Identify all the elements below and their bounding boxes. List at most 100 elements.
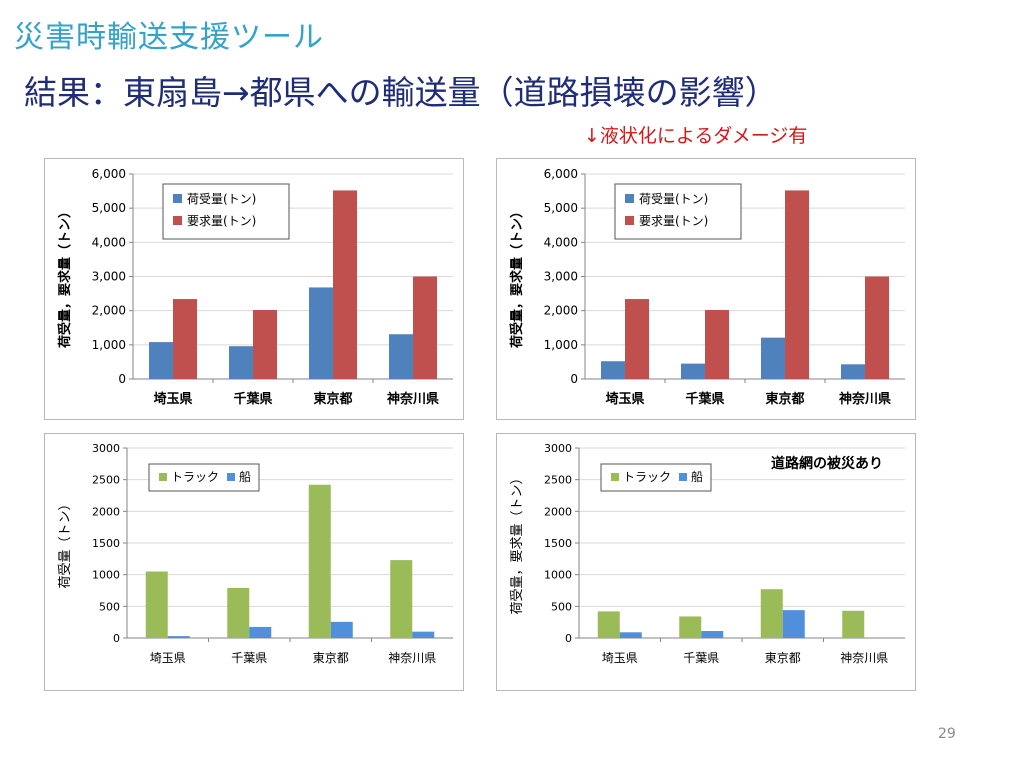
y-tick-label: 1500 (92, 537, 120, 550)
y-tick-label: 0 (118, 372, 126, 386)
legend-label: 要求量(トン) (187, 214, 256, 228)
chart-bottom-left: 0 500 1000 1500 2000 2500 3000 埼玉県 千葉県 東京都 神奈川県 荷受量… (44, 433, 464, 691)
bar-series2 (253, 309, 277, 379)
y-tick-label: 2,000 (544, 304, 578, 318)
bar-series2 (167, 636, 190, 638)
y-tick-label: 2000 (544, 505, 572, 518)
bar-series1 (841, 364, 865, 379)
legend: トラック 船 (148, 463, 260, 492)
bar-series2 (625, 299, 649, 379)
y-axis-title: 荷受量，要求量（トン） (510, 471, 525, 614)
legend-box (614, 183, 742, 240)
y-tick-label: 4,000 (544, 235, 578, 249)
y-axis-title: 荷受量，要求量（トン） (57, 205, 73, 349)
bar-series2 (333, 190, 357, 379)
bar-series1 (309, 287, 333, 379)
x-category-label: 埼玉県 (150, 651, 186, 665)
chart-top-left: 0 1,000 2,000 3,000 4,000 5,000 6,000 埼玉県 千葉県 東京都… (44, 158, 464, 420)
y-tick-label: 5,000 (92, 201, 126, 215)
legend-label: 船 (691, 470, 703, 484)
bar-series1 (389, 334, 413, 379)
chart-bottom-right: 0 500 1000 1500 2000 2500 3000 埼玉県 千葉県 東京都 神奈川県 荷受量… (496, 433, 916, 691)
y-axis-title: 荷受量（トン） (58, 497, 73, 588)
y-tick-label: 500 (551, 600, 572, 613)
bar-series2 (705, 309, 729, 379)
legend-swatch (625, 194, 634, 203)
bar-series1 (390, 560, 413, 638)
y-axis-title: 荷受量，要求量（トン） (509, 205, 525, 349)
legend: 荷受量(トン) 要求量(トン) (162, 183, 290, 240)
bar-series2 (330, 621, 353, 638)
y-tick-label: 1000 (92, 569, 120, 582)
bar-series2 (785, 190, 809, 379)
bar-series1 (601, 361, 625, 379)
y-tick-label: 1,000 (92, 338, 126, 352)
bar-series2 (619, 632, 642, 638)
legend-swatch (173, 194, 182, 203)
legend-box (600, 463, 712, 492)
legend-box (148, 463, 260, 492)
y-tick-label: 6,000 (544, 167, 578, 181)
x-category-label: 千葉県 (685, 391, 724, 407)
x-category-label: 千葉県 (683, 651, 719, 665)
legend-label: 荷受量(トン) (639, 192, 708, 206)
y-tick-label: 1,000 (544, 338, 578, 352)
x-category-label: 千葉県 (231, 651, 267, 665)
app-title: 災害時輸送支援ツール (14, 20, 324, 55)
bar-series2 (412, 631, 435, 638)
y-tick-label: 2,000 (92, 304, 126, 318)
page-number: 29 (938, 726, 956, 742)
liquefaction-note: ↓液状化によるダメージ有 (584, 125, 808, 147)
x-category-label: 埼玉県 (605, 391, 644, 407)
bar-series1 (597, 611, 620, 638)
chart-bottom-left-svg: 0 500 1000 1500 2000 2500 3000 埼玉県 千葉県 東京都 神奈川県 荷受量… (58, 442, 453, 665)
bar-series1 (149, 342, 173, 379)
y-tick-label: 3,000 (544, 270, 578, 284)
chart-annotation: 道路網の被災あり (771, 455, 883, 472)
chart-top-right: 0 1,000 2,000 3,000 4,000 5,000 6,000 埼玉県 千葉県 東京都… (496, 158, 916, 420)
legend-box (162, 183, 290, 240)
y-tick-label: 2500 (92, 474, 120, 487)
legend-label: 船 (239, 470, 251, 484)
bar-series1 (760, 589, 783, 638)
legend-swatch (159, 473, 167, 481)
y-tick-label: 1500 (544, 537, 572, 550)
y-tick-label: 0 (113, 632, 120, 645)
legend-swatch (679, 473, 687, 481)
bar-series1 (308, 484, 331, 638)
bar-series2 (413, 276, 437, 379)
x-category-label: 東京都 (313, 391, 352, 407)
x-category-label: 神奈川県 (388, 651, 436, 665)
y-tick-label: 3,000 (92, 270, 126, 284)
bar-series2 (865, 276, 889, 379)
x-category-label: 千葉県 (233, 391, 272, 407)
bar-series1 (679, 616, 702, 638)
y-tick-label: 4,000 (92, 235, 126, 249)
bar-series1 (227, 587, 250, 638)
x-category-label: 埼玉県 (153, 391, 192, 407)
bar-series1 (681, 363, 705, 379)
legend: 荷受量(トン) 要求量(トン) (614, 183, 742, 240)
y-tick-label: 3000 (92, 442, 120, 455)
legend-swatch (625, 216, 634, 225)
x-category-label: 東京都 (313, 651, 349, 665)
bar-series1 (842, 610, 865, 638)
x-category-label: 東京都 (765, 651, 801, 665)
chart-top-right-svg: 0 1,000 2,000 3,000 4,000 5,000 6,000 埼玉県 千葉県 東京都… (509, 167, 905, 407)
y-tick-label: 2500 (544, 474, 572, 487)
legend-swatch (227, 473, 235, 481)
legend-label: トラック (623, 470, 671, 484)
bar-series2 (249, 626, 272, 638)
x-category-label: 神奈川県 (387, 391, 439, 407)
y-tick-label: 500 (99, 600, 120, 613)
y-tick-label: 5,000 (544, 201, 578, 215)
legend-label: トラック (171, 470, 219, 484)
chart-top-left-svg: 0 1,000 2,000 3,000 4,000 5,000 6,000 埼玉県 千葉県 東京都… (57, 167, 453, 407)
bar-series1 (229, 346, 253, 379)
legend-label: 要求量(トン) (639, 214, 708, 228)
x-category-label: 神奈川県 (840, 651, 888, 665)
bar-series2 (782, 610, 805, 638)
x-category-label: 埼玉県 (602, 651, 638, 665)
y-tick-label: 2000 (92, 505, 120, 518)
legend-swatch (611, 473, 619, 481)
